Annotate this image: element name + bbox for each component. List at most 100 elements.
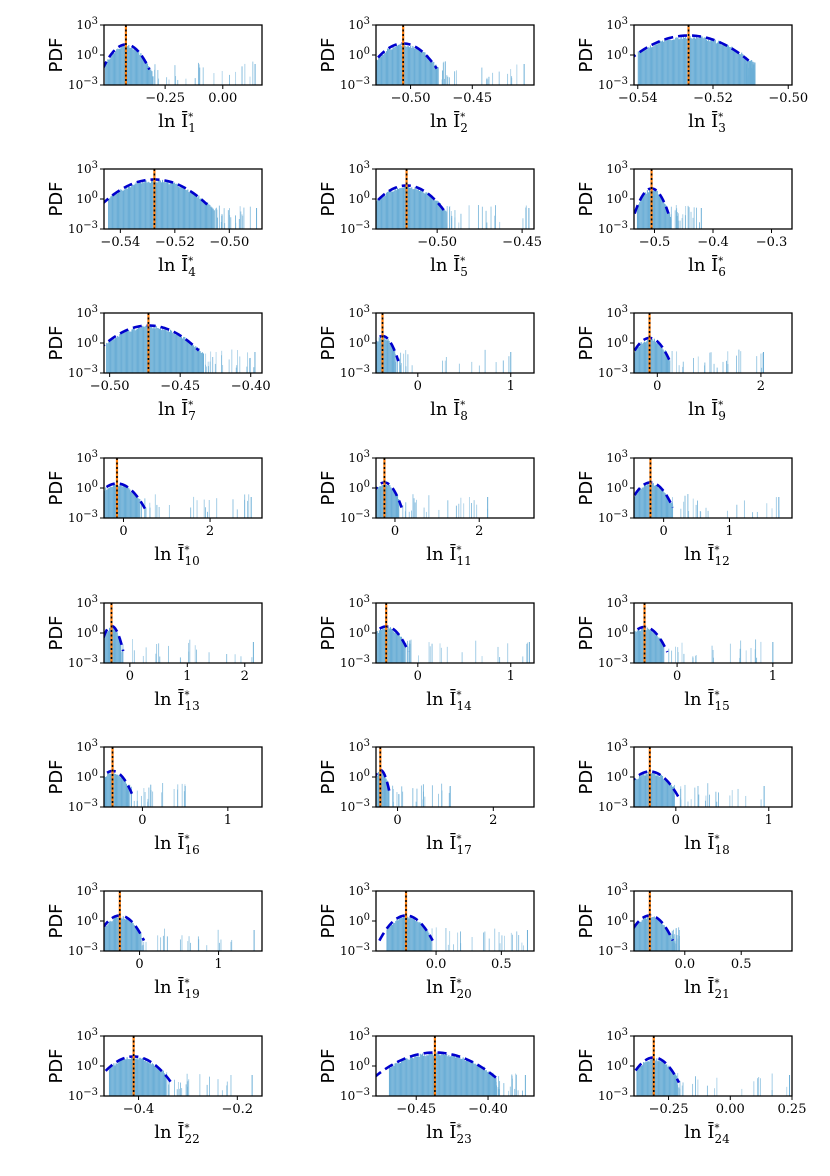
hist-bar — [400, 363, 402, 373]
hist-bar — [393, 490, 395, 518]
hist-bar — [145, 1059, 147, 1096]
xtick-label: 0 — [673, 669, 681, 684]
hist-bar — [451, 1054, 453, 1096]
hist-bar — [693, 37, 695, 85]
hist-bar — [144, 326, 146, 373]
hist-bar — [503, 935, 505, 951]
hist-bar — [421, 923, 423, 951]
hist-bar — [230, 941, 232, 951]
hist-bar — [140, 328, 142, 373]
hist-bar — [135, 48, 138, 85]
hist-bar — [160, 937, 162, 951]
hist-bar — [675, 646, 676, 663]
hist-bar — [415, 921, 417, 951]
hist-bar — [150, 790, 152, 807]
hist-bar — [134, 183, 136, 229]
hist-bar — [123, 189, 125, 229]
hist-bar — [694, 787, 696, 807]
hist-bar — [680, 799, 682, 807]
hist-bar — [457, 932, 459, 951]
ytick-label: 10−3 — [598, 364, 628, 380]
hist-bar — [148, 1063, 150, 1096]
hist-bar — [642, 487, 644, 518]
hist-bar — [105, 64, 107, 85]
hist-bar — [671, 786, 674, 807]
hist-bar — [671, 650, 673, 663]
hist-bar — [528, 642, 530, 663]
ytick-label: 100 — [606, 624, 628, 640]
xtick-label: −0.45 — [502, 235, 542, 250]
hist-bar — [434, 65, 436, 85]
hist-bar — [133, 800, 135, 807]
hist-bar — [404, 1059, 406, 1096]
hist-bar — [442, 360, 444, 373]
hist-bar — [642, 917, 644, 951]
hist-bar — [150, 1064, 152, 1096]
hist-bar — [111, 486, 113, 518]
hist-bar — [439, 1055, 441, 1096]
hist-bar — [128, 44, 130, 85]
hist-bar — [657, 637, 659, 663]
hist-bar — [176, 183, 178, 229]
hist-bar — [126, 188, 128, 229]
hist-bar — [378, 630, 380, 663]
hist-bar — [693, 207, 695, 229]
hist-bar — [392, 629, 394, 663]
xlabel: ln Ī* 17 — [426, 831, 471, 857]
hist-bar — [238, 219, 240, 229]
hist-bar — [138, 1057, 140, 1096]
hist-bar — [381, 485, 383, 518]
ylabel: PDF — [46, 759, 67, 794]
hist-bar — [451, 217, 453, 229]
hist-bar — [652, 917, 654, 951]
hist-bar — [181, 783, 183, 807]
xtick-label: 0.00 — [208, 91, 237, 106]
hist-bar — [649, 630, 652, 663]
hist-bar — [515, 1073, 517, 1096]
hist-bar — [391, 49, 393, 85]
hist-bar — [642, 195, 644, 229]
hist-bar — [660, 1059, 662, 1096]
hist-bar — [398, 502, 400, 518]
hist-bar — [755, 639, 757, 663]
hist-bar — [524, 1075, 526, 1096]
hist-bar — [395, 44, 397, 85]
hist-bar — [198, 195, 200, 229]
hist-bar — [414, 48, 416, 85]
hist-bar — [133, 47, 135, 85]
ytick-label: 10−3 — [598, 76, 628, 92]
hist-bar — [128, 1059, 130, 1096]
hist-bar — [656, 190, 658, 229]
hist-bar — [221, 1090, 223, 1096]
hist-bar — [404, 642, 406, 663]
hist-bar — [687, 205, 689, 229]
ytick-label: 103 — [606, 882, 628, 898]
hist-bar — [726, 44, 728, 85]
hist-bar — [395, 1062, 397, 1096]
hist-bar — [200, 198, 202, 229]
xtick-label: 0.5 — [491, 957, 512, 972]
hist-bar — [495, 1077, 497, 1096]
hist-bar — [144, 509, 146, 518]
hist-bar — [111, 52, 113, 85]
hist-bar — [403, 353, 405, 373]
hist-bar — [149, 784, 151, 807]
hist-bar — [475, 1064, 477, 1096]
hist-bar — [473, 1063, 475, 1096]
hist-bar — [188, 192, 190, 229]
ytick-label: 103 — [348, 594, 370, 610]
hist-bar — [118, 636, 120, 663]
hist-bar — [120, 643, 122, 663]
hist-bar — [151, 1063, 153, 1096]
ylabel: PDF — [46, 1048, 67, 1083]
hist-bar — [385, 192, 387, 229]
hist-bar — [118, 486, 120, 518]
hist-bar — [708, 794, 710, 807]
hist-bar — [442, 70, 444, 85]
hist-bar — [655, 42, 657, 85]
hist-bar — [646, 918, 648, 951]
hist-bar — [669, 1069, 671, 1096]
hist-bar — [164, 181, 166, 229]
hist-bar — [635, 779, 637, 807]
